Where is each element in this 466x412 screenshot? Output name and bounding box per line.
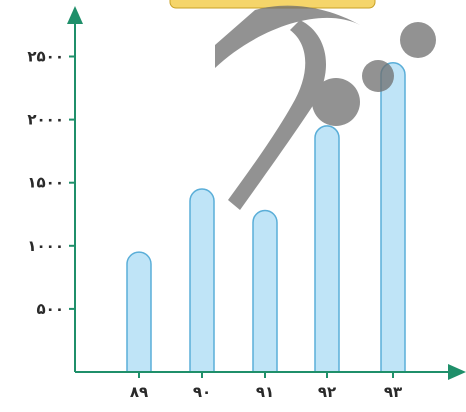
y-tick-label-1: ۱۰۰۰ — [27, 237, 64, 255]
x-tick-label-0: ۸۹ — [130, 383, 148, 401]
bars-group — [126, 62, 406, 373]
watermark-dot-2 — [362, 60, 394, 92]
watermark-dot-1 — [312, 78, 360, 126]
x-tick-label-3: ۹۲ — [318, 383, 336, 401]
x-tick-label-2: ۹۱ — [256, 383, 274, 401]
bar-2 — [252, 209, 278, 373]
bar-3 — [314, 125, 340, 373]
y-tick-label-2: ۱۵۰۰ — [27, 174, 64, 192]
watermark-logo — [215, 5, 436, 210]
x-tick-label-4: ۹۳ — [384, 383, 402, 401]
x-ticks-group: ۸۹ ۹۰ ۹۱ ۹۲ ۹۳ — [130, 372, 402, 401]
x-tick-label-1: ۹۰ — [193, 383, 211, 401]
y-tick-label-4: ۲۵۰۰ — [27, 48, 64, 66]
y-tick-label-3: ۲۰۰۰ — [27, 111, 64, 129]
bar-4 — [380, 62, 406, 373]
bar-1 — [189, 188, 215, 373]
y-tick-label-0: ۵۰۰ — [37, 300, 64, 318]
y-ticks-group: ۵۰۰ ۱۰۰۰ ۱۵۰۰ ۲۰۰۰ ۲۵۰۰ — [27, 48, 75, 318]
watermark-dot-3 — [400, 22, 436, 58]
bar-0 — [126, 251, 152, 373]
